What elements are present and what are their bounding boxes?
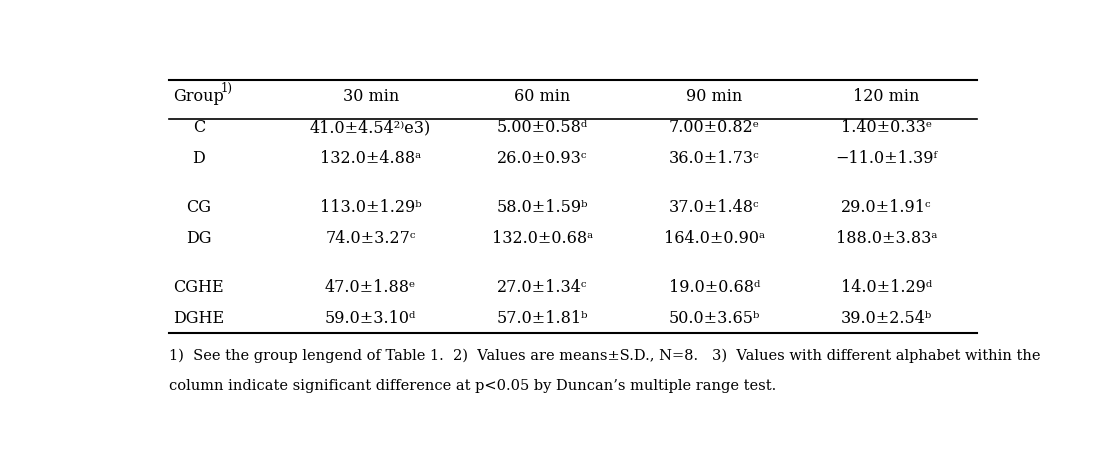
Text: DG: DG [186,230,212,247]
Text: 41.0±4.54²⁾e3): 41.0±4.54²⁾e3) [311,119,431,136]
Text: CGHE: CGHE [173,278,224,295]
Text: 74.0±3.27ᶜ: 74.0±3.27ᶜ [326,230,416,247]
Text: 27.0±1.34ᶜ: 27.0±1.34ᶜ [498,278,588,295]
Text: 7.00±0.82ᵉ: 7.00±0.82ᵉ [669,119,760,136]
Text: 5.00±0.58ᵈ: 5.00±0.58ᵈ [497,119,588,136]
Text: column indicate significant difference at p<0.05 by Duncan’s multiple range test: column indicate significant difference a… [169,378,776,392]
Text: 1)  See the group lengend of Table 1.  2)  Values are means±S.D., N=8.   3)  Val: 1) See the group lengend of Table 1. 2) … [169,348,1040,362]
Text: 14.0±1.29ᵈ: 14.0±1.29ᵈ [841,278,932,295]
Text: 188.0±3.83ᵃ: 188.0±3.83ᵃ [835,230,937,247]
Text: CG: CG [186,199,212,216]
Text: 132.0±0.68ᵃ: 132.0±0.68ᵃ [492,230,593,247]
Text: −11.0±1.39ᶠ: −11.0±1.39ᶠ [835,150,937,167]
Text: 36.0±1.73ᶜ: 36.0±1.73ᶜ [669,150,760,167]
Text: 60 min: 60 min [515,88,571,105]
Text: 1): 1) [221,82,232,95]
Text: 59.0±3.10ᵈ: 59.0±3.10ᵈ [325,310,416,326]
Text: C: C [193,119,205,136]
Text: 164.0±0.90ᵃ: 164.0±0.90ᵃ [664,230,765,247]
Text: 19.0±0.68ᵈ: 19.0±0.68ᵈ [669,278,760,295]
Text: 50.0±3.65ᵇ: 50.0±3.65ᵇ [669,310,760,326]
Text: 58.0±1.59ᵇ: 58.0±1.59ᵇ [497,199,589,216]
Text: 29.0±1.91ᶜ: 29.0±1.91ᶜ [841,199,932,216]
Text: 30 min: 30 min [343,88,399,105]
Text: 113.0±1.29ᵇ: 113.0±1.29ᵇ [319,199,421,216]
Text: 1.40±0.33ᵉ: 1.40±0.33ᵉ [841,119,932,136]
Text: 120 min: 120 min [853,88,919,105]
Text: DGHE: DGHE [173,310,224,326]
Text: 90 min: 90 min [686,88,743,105]
Text: 37.0±1.48ᶜ: 37.0±1.48ᶜ [669,199,760,216]
Text: 57.0±1.81ᵇ: 57.0±1.81ᵇ [497,310,589,326]
Text: 39.0±2.54ᵇ: 39.0±2.54ᵇ [841,310,932,326]
Text: Group: Group [173,88,224,105]
Text: 47.0±1.88ᵉ: 47.0±1.88ᵉ [325,278,416,295]
Text: 26.0±0.93ᶜ: 26.0±0.93ᶜ [498,150,588,167]
Text: D: D [193,150,205,167]
Text: 132.0±4.88ᵃ: 132.0±4.88ᵃ [321,150,421,167]
